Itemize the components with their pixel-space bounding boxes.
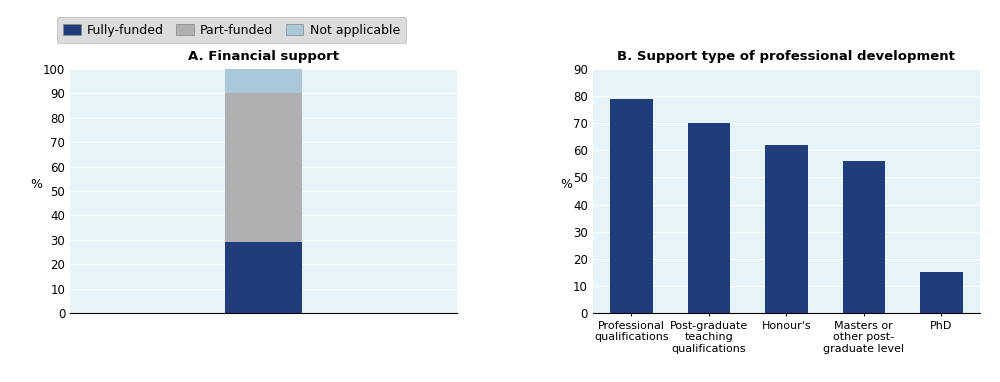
Bar — [225, 93, 302, 242]
Y-axis label: %: % — [560, 178, 572, 191]
Bar — [610, 99, 653, 313]
Bar — [225, 242, 302, 313]
Bar — [920, 272, 963, 313]
Title: A. Financial support: A. Financial support — [188, 50, 339, 63]
Bar — [225, 69, 302, 93]
Legend: Fully-funded, Part-funded, Not applicable: Fully-funded, Part-funded, Not applicabl… — [57, 18, 406, 43]
Title: B. Support type of professional development: B. Support type of professional developm… — [617, 50, 955, 63]
Bar — [843, 161, 885, 313]
Bar — [688, 123, 730, 313]
Bar — [765, 145, 808, 313]
Y-axis label: %: % — [30, 178, 42, 191]
